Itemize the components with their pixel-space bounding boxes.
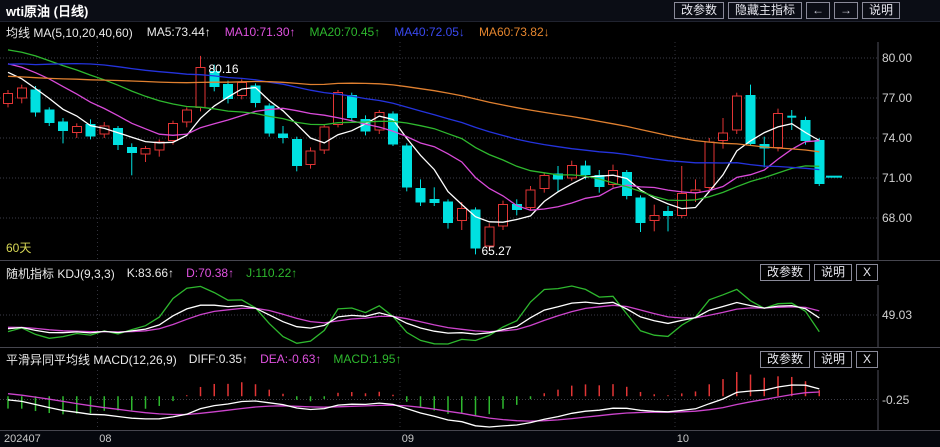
help-button[interactable]: 说明 bbox=[861, 2, 900, 19]
low-price-annotation: 65.27 bbox=[481, 244, 512, 259]
title-bar: wti原油 (日线) 改参数 隐藏主指标 ← → 说明 bbox=[0, 0, 940, 22]
kdj-j-value: J:110.22↑ bbox=[246, 266, 298, 280]
macd-change-params-button[interactable]: 改参数 bbox=[759, 351, 810, 368]
x-axis-label: 09 bbox=[401, 433, 414, 445]
x-axis-label: 10 bbox=[676, 433, 689, 445]
x-axis-bar: 202407 08 09 10 bbox=[0, 430, 940, 447]
period-label: 60天 bbox=[6, 241, 32, 255]
prev-arrow-button[interactable]: ← bbox=[805, 2, 830, 19]
kdj-close-button[interactable]: X bbox=[855, 264, 878, 281]
symbol-title: wti原油 (日线) bbox=[6, 4, 89, 19]
hide-main-indicator-button[interactable]: 隐藏主指标 bbox=[727, 2, 802, 19]
y-axis-label: 68.00 bbox=[882, 211, 913, 225]
high-price-annotation: 80.16 bbox=[208, 61, 239, 76]
macd-dea-value: DEA:-0.63↑ bbox=[260, 352, 322, 366]
macd-help-button[interactable]: 说明 bbox=[813, 351, 852, 368]
macd-panel-header: 平滑异同平均线 MACD(12,26,9) DIFF:0.35↑ DEA:-0.… bbox=[0, 347, 940, 370]
y-axis-label: 74.00 bbox=[882, 131, 913, 145]
x-axis-label: 202407 bbox=[4, 433, 41, 445]
change-params-button[interactable]: 改参数 bbox=[673, 2, 724, 19]
macd-axis-label: -0.25 bbox=[882, 392, 910, 407]
ma40-value: MA40:72.05↓ bbox=[394, 25, 465, 39]
macd-diff-value: DIFF:0.35↑ bbox=[188, 352, 249, 366]
kdj-change-params-button[interactable]: 改参数 bbox=[759, 264, 810, 281]
x-axis-label: 08 bbox=[99, 433, 112, 445]
kdj-d-value: D:70.38↑ bbox=[186, 266, 235, 280]
ma10-value: MA10:71.30↑ bbox=[224, 25, 296, 39]
macd-panel-buttons: 改参数 说明 X bbox=[759, 351, 878, 368]
ma-legend: 均线 MA(5,10,20,40,60) MA5:73.44↑ MA10:71.… bbox=[0, 22, 550, 42]
kdj-indicator-label: 随机指标 KDJ(9,3,3) bbox=[6, 266, 115, 281]
y-axis-label: 77.00 bbox=[882, 91, 913, 105]
y-axis-label: 71.00 bbox=[882, 171, 913, 185]
next-arrow-button[interactable]: → bbox=[833, 2, 858, 19]
title-bar-buttons: 改参数 隐藏主指标 ← → 说明 bbox=[673, 2, 900, 19]
kdj-panel-header: 随机指标 KDJ(9,3,3) K:83.66↑ D:70.38↑ J:110.… bbox=[0, 260, 940, 285]
kdj-k-value: K:83.66↑ bbox=[126, 266, 175, 280]
ma60-value: MA60:73.82↓ bbox=[478, 25, 550, 39]
macd-close-button[interactable]: X bbox=[855, 351, 878, 368]
kdj-axis-label: 49.03 bbox=[882, 308, 913, 322]
macd-macd-value: MACD:1.95↑ bbox=[333, 352, 402, 366]
kdj-help-button[interactable]: 说明 bbox=[813, 264, 852, 281]
ma-indicator-label: 均线 MA(5,10,20,40,60) bbox=[6, 25, 133, 40]
ma5-value: MA5:73.44↑ bbox=[146, 25, 211, 39]
ma20-value: MA20:70.45↑ bbox=[309, 25, 381, 39]
macd-indicator-label: 平滑异同平均线 MACD(12,26,9) bbox=[6, 352, 177, 367]
kdj-panel-buttons: 改参数 说明 X bbox=[759, 264, 878, 281]
y-axis-label: 80.00 bbox=[882, 51, 913, 65]
